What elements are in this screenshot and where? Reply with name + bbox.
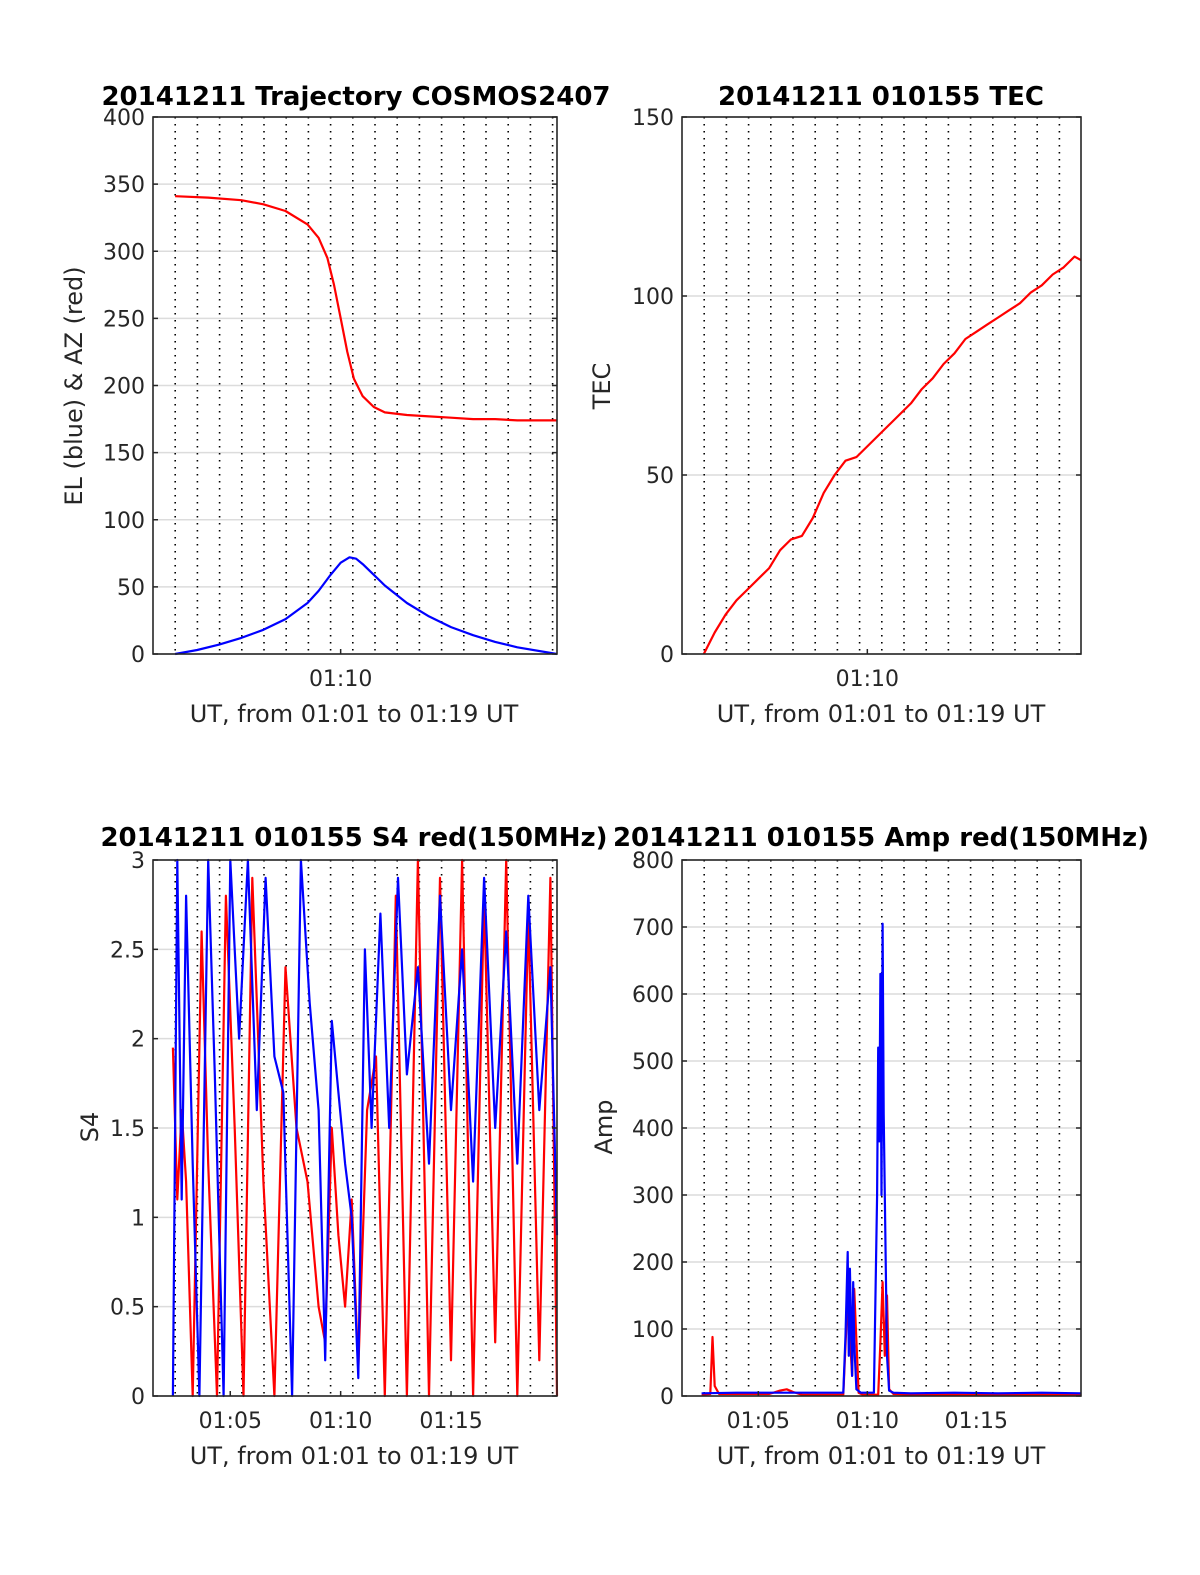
amp-ytick-label: 500	[632, 1050, 674, 1075]
amp-xlabel: UT, from 01:01 to 01:19 UT	[717, 1442, 1046, 1470]
amp-plot: 0 100 200 300 400 500 600 700 800 01:05 01:10 01:15	[632, 849, 1082, 1434]
trajectory-ylabel: EL (blue) & AZ (red)	[60, 266, 88, 505]
tec-ylabel: TEC	[588, 363, 616, 411]
tec-series-0	[702, 255, 1082, 655]
tec-ytick-label: 100	[632, 285, 674, 310]
tec-ytick-label: 0	[660, 643, 674, 668]
trajectory-title: 20141211 Trajectory COSMOS2407	[101, 82, 610, 112]
amp-ytick-label: 800	[632, 849, 674, 874]
trajectory-ytick-label: 200	[103, 375, 145, 400]
trajectory-xtick-label: 01:10	[309, 667, 372, 692]
tec-title: 20141211 010155 TEC	[718, 82, 1044, 112]
trajectory-ytick-label: 250	[103, 307, 145, 332]
s4-xtick-label: 01:15	[419, 1409, 482, 1434]
tec-panel: 0 50 100 150 01:10 20141211 010155 TEC UT, f…	[588, 82, 1082, 728]
s4-xtick-label: 01:10	[309, 1409, 372, 1434]
trajectory-panel: 0 50 100 150 200 250 300 350 400 01:10 20141211 T…	[60, 82, 611, 728]
trajectory-ytick-label: 150	[103, 442, 145, 467]
s4-ytick-label: 3	[131, 849, 145, 874]
trajectory-ytick-label: 400	[103, 106, 145, 131]
amp-ytick-label: 100	[632, 1318, 674, 1343]
s4-title: 20141211 010155 S4 red(150MHz)	[100, 823, 607, 853]
amp-ytick-label: 300	[632, 1184, 674, 1209]
trajectory-series-1	[174, 556, 558, 656]
s4-panel: 0 0.5 1 1.5 2 2.5 3 01:05 01:10 01:15 20141211 01…	[76, 823, 608, 1470]
tec-ytick-label: 150	[632, 106, 674, 131]
trajectory-plot: 0 50 100 150 200 250 300 350 400 01:10	[103, 106, 558, 692]
amp-xtick-label: 01:15	[945, 1409, 1008, 1434]
amp-xtick-label: 01:10	[836, 1409, 899, 1434]
s4-ytick-label: 1.5	[110, 1117, 145, 1142]
s4-ytick-label: 0.5	[110, 1296, 145, 1321]
s4-ytick-label: 2.5	[110, 938, 145, 963]
s4-ylabel: S4	[76, 1112, 104, 1143]
amp-ytick-label: 600	[632, 983, 674, 1008]
tec-ytick-label: 50	[646, 464, 674, 489]
trajectory-ytick-label: 100	[103, 509, 145, 534]
tec-xlabel: UT, from 01:01 to 01:19 UT	[717, 700, 1046, 728]
s4-xlabel: UT, from 01:01 to 01:19 UT	[190, 1442, 519, 1470]
trajectory-series-0	[175, 195, 557, 422]
amp-ylabel: Amp	[590, 1099, 618, 1154]
amp-panel: 0 100 200 300 400 500 600 700 800 01:05 01:10 01:15…	[590, 823, 1149, 1470]
s4-xtick-label: 01:05	[199, 1409, 262, 1434]
tec-axes-box	[681, 116, 1082, 655]
s4-ytick-label: 0	[131, 1385, 145, 1410]
trajectory-xlabel: UT, from 01:01 to 01:19 UT	[190, 700, 519, 728]
amp-ytick-label: 0	[660, 1385, 674, 1410]
s4-series-1	[171, 858, 559, 1398]
trajectory-ytick-label: 0	[131, 643, 145, 668]
amp-ytick-label: 700	[632, 916, 674, 941]
amp-title: 20141211 010155 Amp red(150MHz)	[613, 823, 1149, 853]
trajectory-ytick-label: 50	[117, 576, 145, 601]
s4-plot: 0 0.5 1 1.5 2 2.5 3 01:05 01:10 01:15	[110, 849, 559, 1434]
s4-ytick-label: 1	[131, 1206, 145, 1231]
tec-plot: 0 50 100 150 01:10	[632, 106, 1082, 692]
trajectory-ytick-label: 350	[103, 173, 145, 198]
amp-xtick-label: 01:05	[727, 1409, 790, 1434]
s4-ytick-label: 2	[131, 1028, 145, 1053]
trajectory-ytick-label: 300	[103, 240, 145, 265]
amp-ytick-label: 400	[632, 1117, 674, 1142]
amp-ytick-label: 200	[632, 1251, 674, 1276]
amp-series-1	[701, 922, 1082, 1395]
tec-xtick-label: 01:10	[836, 667, 899, 692]
